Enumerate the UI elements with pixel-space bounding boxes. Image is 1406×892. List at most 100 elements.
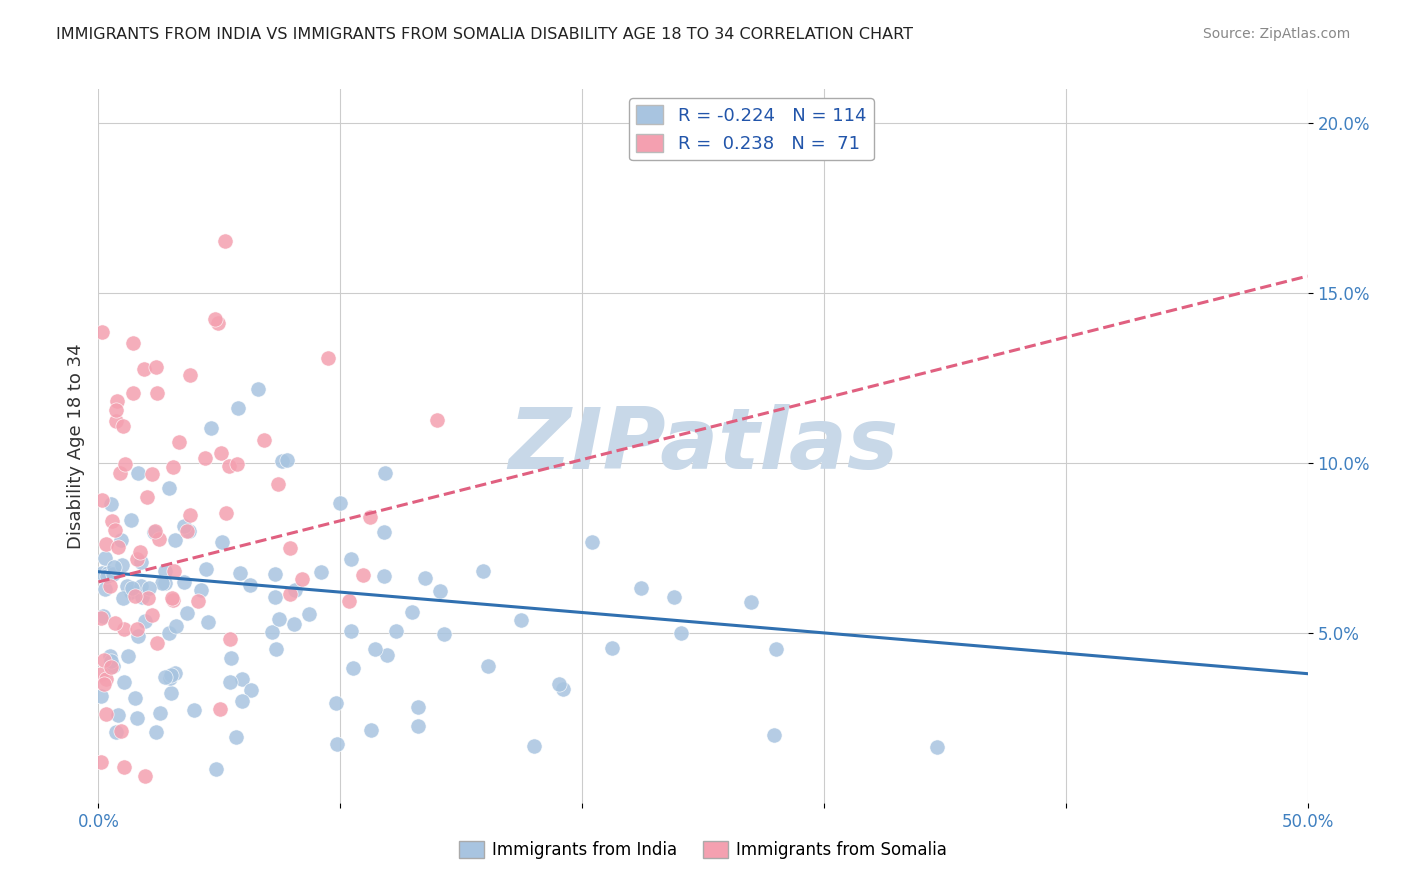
Point (121, 386, 143, 401)
Point (112, 674, 135, 689)
Point (117, 649, 139, 664)
Point (124, 589, 146, 603)
Point (120, 513, 142, 527)
Point (340, 552, 363, 566)
Point (153, 564, 176, 578)
Point (160, 668, 183, 682)
Point (763, 728, 786, 742)
Point (94, 582, 117, 597)
Point (340, 624, 363, 638)
Point (93, 676, 115, 690)
Point (264, 641, 287, 656)
Point (112, 419, 135, 434)
Point (630, 582, 652, 596)
Point (163, 665, 186, 680)
Point (218, 458, 240, 473)
Point (121, 335, 143, 350)
Point (107, 708, 129, 723)
Point (260, 624, 283, 639)
Text: IMMIGRANTS FROM INDIA VS IMMIGRANTS FROM SOMALIA DISABILITY AGE 18 TO 34 CORRELA: IMMIGRANTS FROM INDIA VS IMMIGRANTS FROM… (56, 27, 914, 42)
Point (373, 524, 395, 539)
Point (373, 569, 395, 583)
Point (97, 566, 120, 580)
Point (240, 682, 263, 697)
Point (205, 762, 228, 776)
Point (231, 672, 253, 686)
Point (375, 648, 398, 662)
Point (176, 606, 198, 620)
Point (159, 686, 181, 700)
Point (374, 467, 396, 481)
Point (134, 614, 156, 628)
Point (131, 590, 153, 604)
Point (548, 677, 571, 691)
Point (155, 575, 177, 590)
Point (129, 555, 152, 569)
Point (179, 368, 201, 383)
Point (100, 654, 122, 668)
Point (141, 607, 163, 622)
Point (426, 413, 449, 427)
Point (211, 534, 233, 549)
Point (246, 382, 269, 396)
Point (318, 351, 340, 365)
Point (183, 703, 205, 717)
Point (176, 524, 198, 538)
Point (200, 420, 222, 434)
Point (523, 739, 546, 753)
Point (195, 561, 218, 575)
Point (337, 594, 360, 608)
Point (219, 632, 242, 647)
Point (108, 466, 131, 480)
Point (90, 611, 112, 625)
Point (132, 362, 155, 376)
Point (105, 724, 128, 739)
Point (284, 582, 307, 597)
Point (276, 453, 298, 467)
Point (581, 535, 603, 549)
Point (134, 769, 156, 783)
Text: Source: ZipAtlas.com: Source: ZipAtlas.com (1202, 27, 1350, 41)
Point (551, 681, 574, 696)
Point (125, 552, 148, 566)
Point (94, 537, 117, 551)
Point (325, 696, 347, 710)
Point (329, 496, 352, 510)
Point (153, 670, 176, 684)
Point (90, 689, 112, 703)
Point (278, 586, 301, 600)
Point (190, 583, 212, 598)
Point (239, 577, 262, 591)
Point (141, 467, 163, 481)
Point (148, 532, 170, 546)
Point (160, 591, 183, 605)
Point (278, 541, 301, 556)
Point (111, 558, 134, 573)
Point (112, 760, 135, 774)
Point (360, 723, 382, 737)
Point (110, 533, 132, 548)
Point (266, 477, 288, 491)
Point (226, 401, 249, 415)
Point (117, 578, 139, 592)
Point (342, 661, 364, 675)
Point (263, 590, 285, 604)
Point (290, 572, 312, 586)
Point (765, 641, 787, 656)
Point (98, 649, 121, 664)
Point (187, 593, 209, 607)
Point (90, 325, 112, 339)
Point (149, 706, 172, 720)
Point (127, 711, 149, 725)
Point (94, 707, 117, 722)
Point (925, 740, 948, 755)
Point (105, 394, 128, 409)
Point (669, 626, 692, 640)
Point (127, 629, 149, 643)
Point (142, 524, 165, 539)
Point (219, 675, 242, 690)
Point (121, 581, 143, 595)
Point (94, 673, 117, 687)
Point (146, 636, 169, 650)
Legend: R = -0.224   N = 114, R =  0.238   N =  71: R = -0.224 N = 114, R = 0.238 N = 71 (628, 98, 873, 161)
